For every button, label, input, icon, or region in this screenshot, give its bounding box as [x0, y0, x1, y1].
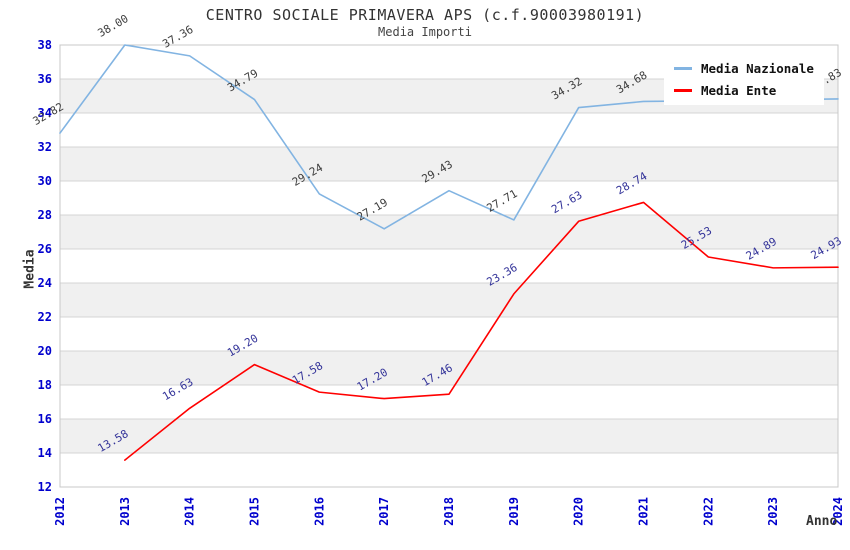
y-tick-label: 20: [38, 344, 52, 358]
plot-stripe: [60, 283, 838, 317]
y-tick-label: 26: [38, 242, 52, 256]
series-line-1: [124, 201, 839, 461]
x-tick-label: 2023: [766, 497, 780, 526]
legend-label: Media Ente: [701, 83, 777, 98]
y-tick-label: 14: [38, 446, 52, 460]
plot-stripe: [60, 317, 838, 351]
x-tick-label: 2020: [572, 497, 586, 526]
plot-stripe: [60, 385, 838, 419]
y-tick-label: 38: [38, 38, 52, 52]
x-tick-label: 2021: [637, 497, 651, 526]
x-tick-label: 2017: [377, 497, 391, 526]
y-tick-label: 24: [38, 276, 52, 290]
x-tick-label: 2015: [248, 497, 262, 526]
plot-stripe: [60, 351, 838, 385]
y-tick-label: 18: [38, 378, 52, 392]
plot-stripe: [60, 181, 838, 215]
x-tick-label: 2018: [442, 497, 456, 526]
legend-line-swatch-nazionale: [674, 67, 692, 70]
legend-label: Media Nazionale: [701, 61, 814, 76]
x-axis-title: Anno: [806, 514, 838, 529]
legend-item-media-nazionale: Media Nazionale: [674, 61, 814, 76]
x-tick-label: 2013: [118, 497, 132, 526]
y-tick-label: 22: [38, 310, 52, 324]
x-tick-label: 2019: [507, 497, 521, 526]
y-tick-label: 28: [38, 208, 52, 222]
y-tick-label: 16: [38, 412, 52, 426]
plot-stripe: [60, 419, 838, 453]
x-tick-label: 2024: [831, 497, 845, 526]
plot-stripe: [60, 147, 838, 181]
y-tick-label: 36: [38, 72, 52, 86]
x-tick-label: 2012: [53, 497, 67, 526]
plot-stripe: [60, 249, 838, 283]
x-tick-label: 2014: [183, 497, 197, 526]
chart-legend: Media Nazionale Media Ente: [664, 56, 824, 105]
data-label: 38.00: [95, 12, 130, 40]
plot-stripe: [60, 215, 838, 249]
legend-item-media-ente: Media Ente: [674, 83, 814, 98]
chart-title: CENTRO SOCIALE PRIMAVERA APS (c.f.900039…: [205, 6, 645, 24]
plot-stripe: [60, 113, 838, 147]
chart-subtitle: Media Importi: [378, 25, 472, 39]
legend-line-swatch-ente: [674, 89, 692, 92]
y-tick-label: 30: [38, 174, 52, 188]
x-tick-label: 2016: [312, 497, 326, 526]
y-axis-title: Media: [22, 249, 38, 289]
plot-border: [59, 44, 839, 488]
y-tick-label: 12: [38, 480, 52, 494]
y-tick-label: 34: [38, 106, 52, 120]
y-tick-label: 32: [38, 140, 52, 154]
plot-stripe: [60, 453, 838, 487]
x-tick-label: 2022: [701, 497, 715, 526]
